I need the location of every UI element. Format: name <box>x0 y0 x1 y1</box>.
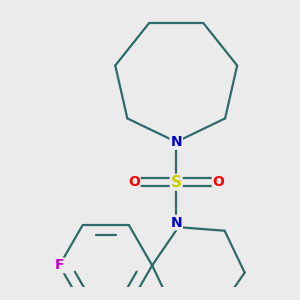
Text: O: O <box>128 175 140 189</box>
Text: F: F <box>55 258 64 272</box>
Text: N: N <box>170 135 182 149</box>
Text: O: O <box>213 175 224 189</box>
Text: N: N <box>170 216 182 230</box>
Text: S: S <box>171 175 182 190</box>
